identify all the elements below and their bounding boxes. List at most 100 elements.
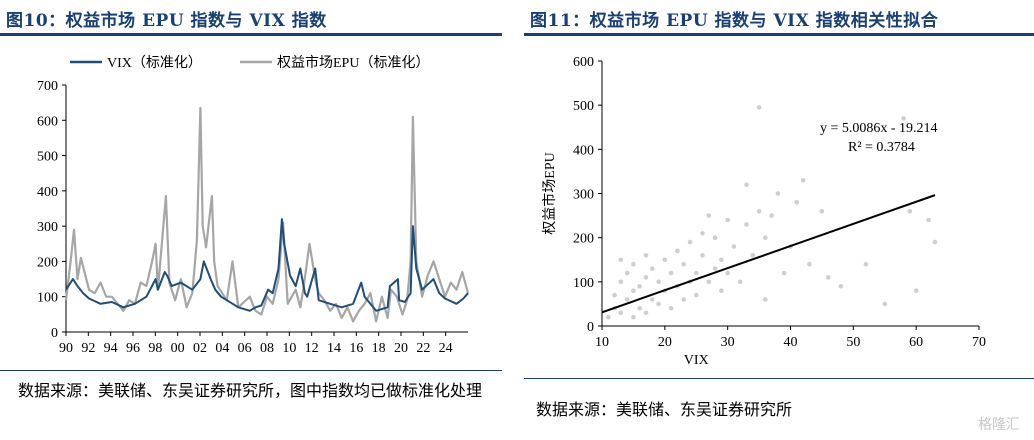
figure-11-source: 数据来源：美联储、东吴证券研究所 [536, 400, 793, 419]
scatter-point [825, 275, 831, 280]
scatter-point [712, 266, 718, 271]
scatter-point [781, 270, 787, 276]
scatter-point [650, 297, 655, 302]
y-tick-label: 500 [573, 99, 594, 114]
x-axis-title: VIX [684, 353, 709, 368]
scatter-point [731, 244, 737, 249]
scatter-point [719, 288, 724, 293]
scatter-point [763, 297, 768, 302]
scatter-point [794, 200, 800, 205]
y-tick-label: 700 [37, 79, 58, 94]
y-tick-label: 400 [37, 185, 58, 200]
scatter-point [763, 235, 768, 240]
scatter-point [624, 270, 630, 276]
y-tick-label: 400 [573, 143, 594, 158]
scatter-point [687, 239, 693, 245]
x-tick-label: 94 [104, 341, 118, 356]
scatter-point [712, 235, 718, 240]
x-tick-label: 22 [416, 341, 430, 356]
scatter-point [932, 239, 938, 245]
x-tick-label: 50 [846, 335, 860, 350]
scatter-point [675, 248, 680, 254]
y-tick-label: 300 [37, 220, 58, 235]
scatter-point [637, 306, 642, 311]
x-tick-label: 18 [372, 341, 386, 356]
scatter-point [700, 253, 705, 258]
y-tick-label: 0 [51, 326, 58, 341]
scatter-point [750, 253, 756, 258]
figure-11-bottom-rule [524, 378, 1034, 379]
scatter-point [662, 257, 668, 263]
x-tick-label: 14 [327, 341, 341, 356]
x-tick-label: 06 [238, 341, 252, 356]
scatter-point [637, 284, 642, 289]
figure-11-panel: 图11：权益市场 EPU 指数与 VIX 指数相关性拟合 0 100 200 300 4… [524, 0, 1034, 440]
x-tick-label: 40 [784, 335, 798, 350]
scatter-point [631, 261, 636, 267]
scatter-point [618, 257, 624, 263]
fit-equation: y = 5.0086x - 19.214 [820, 121, 938, 136]
scatter-point [706, 279, 712, 285]
scatter-point [744, 182, 749, 187]
y-tick-label: 0 [587, 320, 594, 335]
scatter-point [643, 275, 649, 280]
scatter-point [606, 314, 611, 320]
x-tick-label: 20 [658, 335, 672, 350]
legend-label: VIX（标准化） [107, 55, 202, 71]
x-tick-label: 60 [909, 335, 923, 350]
scatter-point [725, 270, 730, 276]
x-tick-label: 90 [59, 341, 73, 356]
vix-epu-line-chart: 0 100 200 300 400 500 600 700 90 92 94 96 98 00 02 04 06… [37, 54, 470, 356]
x-tick-label: 70 [972, 335, 986, 350]
y-axis-title: 权益市场EPU [541, 152, 558, 234]
r-squared: R² = 0.3784 [848, 140, 915, 155]
series-line-epu [64, 106, 470, 323]
scatter-point [618, 310, 624, 316]
scatter-point [643, 310, 649, 316]
scatter-point [926, 217, 931, 223]
figure-11-title: 图11：权益市场 EPU 指数与 VIX 指数相关性拟合 [530, 11, 939, 31]
x-tick-label: 30 [721, 335, 735, 350]
scatter-point [882, 301, 888, 307]
x-tick-label: 24 [439, 341, 453, 356]
legend-label: 权益市场EPU（标准化） [277, 54, 429, 71]
y-tick-label: 300 [573, 188, 594, 203]
scatter-point [656, 279, 661, 285]
scatter-point [863, 261, 869, 267]
scatter-point [769, 213, 774, 218]
y-tick-label: 500 [37, 150, 58, 165]
x-tick-label: 20 [394, 341, 408, 356]
x-tick-label: 12 [305, 341, 319, 356]
figure-10-panel: 图10：权益市场 EPU 指数与 VIX 指数 0 100 200 300 400 500… [0, 0, 502, 440]
scatter-point [901, 116, 906, 121]
scatter-point [913, 288, 919, 293]
x-tick-label: 10 [282, 341, 296, 356]
x-tick-label: 16 [349, 341, 363, 356]
scatter-point [775, 191, 781, 196]
scatter-point [706, 213, 712, 218]
scatter-point [668, 270, 674, 276]
x-tick-label: 10 [595, 335, 609, 350]
scatter-point [668, 306, 674, 311]
y-tick-label: 200 [573, 232, 594, 247]
scatter-point [612, 292, 617, 298]
figure-10-top-rule [0, 33, 502, 36]
scatter-point [694, 292, 699, 298]
scatter-point [656, 301, 661, 307]
figure-10-bottom-rule [0, 370, 502, 371]
y-tick-label: 100 [37, 291, 58, 306]
scatter-point [800, 178, 806, 183]
x-tick-label: 04 [215, 341, 229, 356]
scatter-point [618, 279, 624, 285]
scatter-point [681, 261, 686, 267]
y-tick-label: 100 [573, 276, 594, 291]
scatter-point [631, 314, 636, 320]
x-tick-label: 08 [260, 341, 274, 356]
x-tick-label: 92 [81, 341, 95, 356]
x-tick-label: 02 [193, 341, 207, 356]
scatter-point [756, 208, 762, 214]
x-tick-label: 00 [171, 341, 185, 356]
watermark: 格隆汇 [978, 417, 1020, 433]
scatter-point [624, 297, 630, 302]
x-tick-label: 96 [126, 341, 140, 356]
